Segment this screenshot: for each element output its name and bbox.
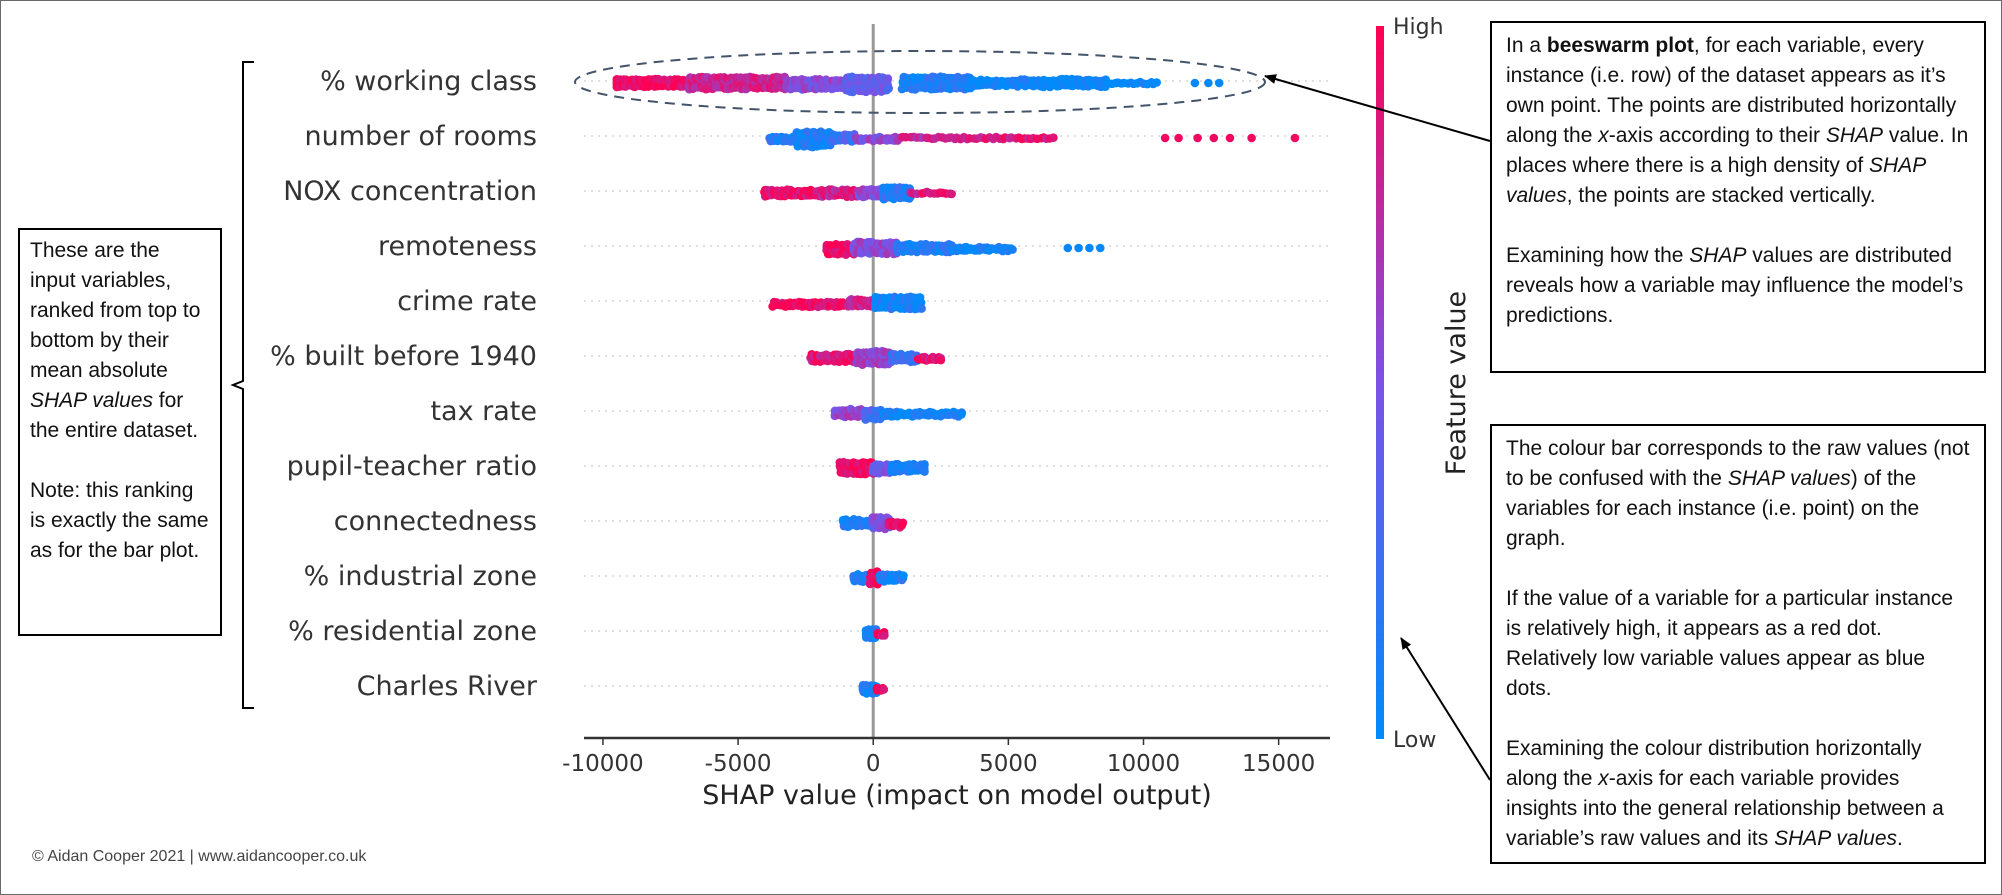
shap-point <box>920 467 929 476</box>
shap-point <box>1074 243 1083 253</box>
shap-point <box>1209 133 1219 143</box>
shap-point <box>1160 133 1170 143</box>
shap-point <box>957 410 966 419</box>
feature-label: number of rooms <box>305 121 537 152</box>
x-tick-label: -5000 <box>705 751 772 777</box>
shap-point <box>917 304 926 313</box>
feature-labels: % working class number of rooms NOX concen… <box>270 66 538 702</box>
row-guides <box>584 80 1330 687</box>
note-bottom-paragraph-1: The colour bar corresponds to the raw va… <box>1506 437 1970 550</box>
shap-point <box>1008 245 1017 254</box>
shap-point <box>879 685 889 694</box>
shap-point <box>1190 78 1200 88</box>
left-brace <box>230 61 254 709</box>
shap-point <box>936 355 946 365</box>
feature-label: % residential zone <box>288 616 537 647</box>
feature-label: % working class <box>320 66 537 97</box>
x-tick-label: 0 <box>866 751 881 777</box>
x-tick-label: -10000 <box>562 751 643 777</box>
feature-label: connectedness <box>334 506 537 537</box>
x-tick-label: 5000 <box>979 751 1038 777</box>
note-bottom-paragraph-2: If the value of a variable for a particu… <box>1506 587 1954 700</box>
shap-point <box>882 85 892 95</box>
copyright-text: © Aidan Cooper 2021 | www.aidancooper.co… <box>32 848 367 865</box>
colorbar-high-label: High <box>1393 15 1444 40</box>
shap-point <box>880 631 889 640</box>
shap-point <box>1214 78 1224 88</box>
note-input-variables: These are the input variables, ranked fr… <box>18 228 222 636</box>
x-ticks: -10000 -5000 0 5000 10000 15000 <box>562 738 1315 777</box>
dots-layer <box>612 72 1300 698</box>
shap-point <box>920 460 929 469</box>
x-tick-label: 10000 <box>1107 751 1180 777</box>
shap-point <box>1204 78 1213 88</box>
shap-point <box>1063 243 1073 253</box>
note-left-paragraph-1: These are the input variables, ranked fr… <box>30 239 201 442</box>
shap-point <box>1096 243 1105 253</box>
shap-point <box>1085 243 1094 253</box>
note-top-paragraph-1: In a beeswarm plot, for each variable, e… <box>1506 34 1969 207</box>
feature-label: tax rate <box>430 396 537 427</box>
shap-point <box>883 74 893 83</box>
shap-point <box>915 293 925 302</box>
feature-label: pupil-teacher ratio <box>287 451 537 482</box>
shap-point <box>1193 133 1202 143</box>
shap-point <box>1247 133 1256 143</box>
shap-point <box>947 189 956 199</box>
shap-point <box>1174 133 1183 143</box>
feature-label: Charles River <box>357 671 538 702</box>
shap-point <box>1290 133 1300 143</box>
feature-label: remoteness <box>378 231 537 262</box>
feature-label: % industrial zone <box>304 561 537 592</box>
shap-point <box>1225 133 1235 143</box>
colorbar <box>1376 26 1384 739</box>
colorbar-low-label: Low <box>1393 728 1436 753</box>
note-left-paragraph-2: Note: this ranking is exactly the same a… <box>30 479 209 562</box>
x-tick-label: 15000 <box>1242 751 1315 777</box>
note-bottom-paragraph-3: Examining the colour distribution horizo… <box>1506 737 1944 850</box>
arrow-top <box>1264 74 1491 142</box>
feature-label: NOX concentration <box>283 176 537 207</box>
shap-point <box>899 571 908 580</box>
shap-point <box>1049 133 1058 142</box>
x-axis-title: SHAP value (impact on model output) <box>702 780 1212 811</box>
colorbar-title: Feature value <box>1441 291 1472 475</box>
feature-label: % built before 1940 <box>270 341 537 372</box>
note-colour-bar-explanation: The colour bar corresponds to the raw va… <box>1490 424 1986 864</box>
note-beeswarm-explanation: In a beeswarm plot, for each variable, e… <box>1490 21 1986 373</box>
shap-point <box>1152 78 1161 87</box>
shap-point <box>897 521 907 530</box>
note-top-paragraph-2: Examining how the SHAP values are distri… <box>1506 244 1964 327</box>
feature-label: crime rate <box>397 286 537 317</box>
arrow-bottom <box>1400 637 1491 781</box>
